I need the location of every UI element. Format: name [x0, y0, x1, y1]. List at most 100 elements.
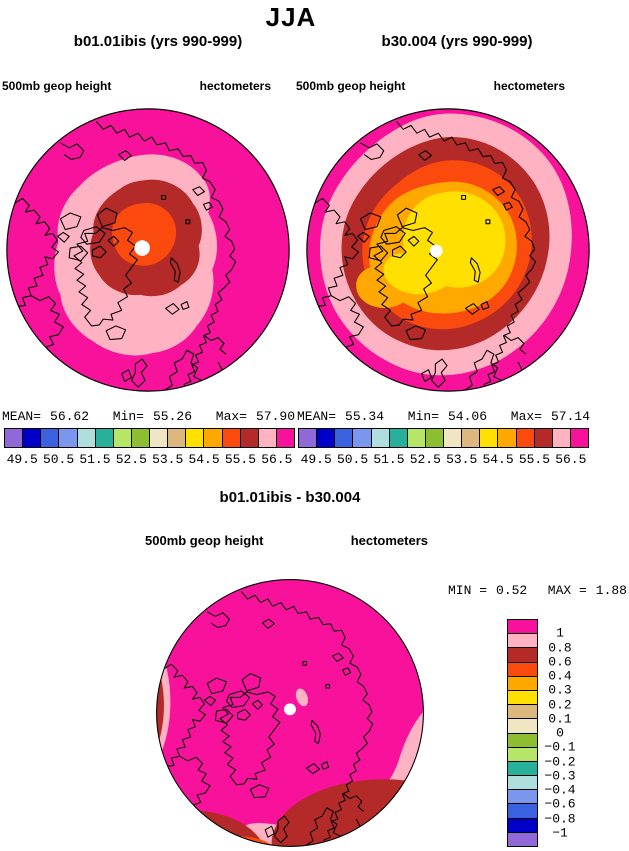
colorbar-tick-label: −1: [552, 825, 568, 841]
colorbar-tick-label: 0: [556, 725, 564, 741]
mean-label: MEAN=: [297, 409, 337, 424]
colorbar-tick-label: −0.6: [544, 796, 576, 812]
pole-dot: [429, 244, 443, 258]
stats-right: MEAN= 55.34 Min= 54.06 Max= 57.14: [297, 409, 590, 424]
colorbar-cell: [480, 429, 499, 447]
colorbar-cell: [113, 429, 132, 447]
colorbar-tick-label: 56.5: [261, 452, 293, 467]
colorbar-cell: [444, 429, 463, 447]
map-right: [306, 108, 590, 392]
colorbar-cell: [371, 429, 390, 447]
map-outline: [306, 108, 590, 392]
diff-pink-speck: [295, 688, 309, 707]
map-outline: [6, 108, 290, 392]
map-left: [6, 108, 290, 392]
colorbar-cell: [508, 733, 537, 748]
colorbar-cell: [508, 690, 537, 706]
colorbar-cell: [508, 747, 537, 762]
max-label: Max=: [510, 409, 542, 424]
colorbar-cell: [508, 818, 537, 833]
colorbar-tick-label: 0.4: [548, 668, 572, 684]
colorbar-cell: [508, 804, 537, 819]
colorbar-tick-label: 53.5: [152, 452, 184, 467]
colorbar-cell: [462, 429, 481, 447]
colorbar-cell: [299, 429, 318, 447]
colorbar-cell: [508, 620, 537, 635]
colorbar-tick-label: 51.5: [373, 452, 405, 467]
colorbar-cell: [508, 790, 537, 805]
mean-value: 55.34: [345, 409, 385, 424]
diff-band-0-8-upper-left: [156, 579, 206, 623]
colorbar-tick-label: 56.5: [555, 452, 587, 467]
field-label: 500mb geop height: [296, 79, 406, 93]
max-value: 57.90: [255, 409, 295, 424]
colorbar-tick-label: −0.4: [544, 782, 576, 798]
units-label: hectometers: [350, 533, 428, 548]
colorbar-cell: [59, 429, 78, 447]
stats-left: MEAN= 56.62 Min= 55.26 Max= 57.90: [2, 409, 295, 424]
colorbar-cell: [389, 429, 408, 447]
colorbar-tick-label: 50.5: [42, 452, 75, 467]
colorbar-cell: [150, 429, 169, 447]
diff-band-0-6-left: [156, 630, 164, 782]
min-value: 0.52: [496, 583, 528, 598]
colorbar-cell: [335, 429, 354, 447]
colorbar-cell: [204, 429, 223, 447]
field-label: 500mb geop height: [2, 79, 112, 93]
min-value: 54.06: [448, 409, 488, 424]
units-label: hectometers: [199, 79, 271, 93]
max-label: Max=: [215, 409, 247, 424]
colorbar-tick-label: 55.5: [518, 452, 551, 467]
colorbar-tick-label: 51.5: [79, 452, 111, 467]
colorbar-tick-label: 1: [556, 625, 564, 641]
colorbar-tick-label: 0.1: [548, 711, 572, 727]
colorbar-cell: [508, 676, 537, 691]
colorbar-tick-label: 0.6: [548, 654, 572, 670]
pole-dot: [284, 703, 296, 716]
mean-label: MEAN=: [2, 409, 42, 424]
colorbar-cell: [534, 429, 553, 447]
colorbar-tick-label: 50.5: [336, 452, 369, 467]
mean-value: 56.62: [50, 409, 90, 424]
map-outline: [156, 579, 424, 847]
colorbar-tick-label: −0.2: [544, 754, 576, 769]
pole-dot: [134, 240, 150, 256]
min-label: Min=: [407, 409, 439, 424]
field-label: 500mb geop height: [145, 533, 264, 548]
colorbar-tick-label: 54.5: [482, 452, 514, 467]
colorbar-left: [4, 428, 295, 448]
colorbar-cell: [508, 662, 537, 677]
colorbar-tick-label: 53.5: [446, 452, 478, 467]
colorbar-cell: [353, 429, 372, 447]
diff-band-0-4-left: [152, 636, 157, 746]
panel-title-diff: b01.01ibis - b30.004: [219, 489, 361, 506]
colorbar-tick-label: 0.3: [548, 682, 572, 698]
colorbar-cell: [317, 429, 336, 447]
colorbar-tick-label: −0.8: [544, 811, 576, 826]
max-value: 1.88: [595, 583, 627, 598]
colorbar-cell: [222, 429, 241, 447]
panel-title-right: b30.004 (yrs 990-999): [381, 33, 533, 50]
colorbar-ticks-left: 49.5 50.5 51.5 52.5 53.5 54.5 55.5 56.5: [4, 452, 295, 468]
colorbar-cell: [508, 648, 537, 663]
colorbar-ticks-diff: 1 0.8 0.6 0.4 0.3 0.2 0.1 0 −0.1 −0.2 −0.3 −0.4 −0.6…: [536, 619, 584, 847]
page-title: JJA: [265, 2, 317, 32]
colorbar-cell: [508, 634, 537, 649]
colorbar-cell: [407, 429, 426, 447]
colorbar-cell: [41, 429, 60, 447]
field-row-left: 500mb geop height hectometers: [2, 79, 271, 93]
colorbar-cell: [508, 776, 537, 791]
colorbar-cell: [508, 719, 537, 734]
max-value: 57.14: [550, 409, 590, 424]
colorbar-tick-label: −0.1: [544, 739, 576, 755]
colorbar-cell: [508, 705, 537, 720]
contour-band-55-0: [112, 203, 177, 266]
colorbar-cell: [5, 429, 24, 447]
colorbar-cell: [258, 429, 277, 447]
colorbar-cell: [425, 429, 444, 447]
colorbar-cell: [498, 429, 517, 447]
colorbar-cell: [570, 429, 588, 447]
stats-diff: MIN = 0.52 MAX = 1.88: [448, 583, 627, 598]
min-label: Min=: [112, 409, 144, 424]
field-row-right: 500mb geop height hectometers: [296, 79, 565, 93]
